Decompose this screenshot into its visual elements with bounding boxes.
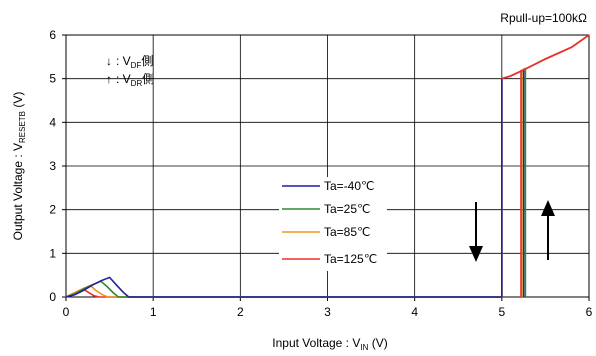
y-axis-title: Output Voltage : VRESETB (V) xyxy=(11,92,27,241)
y-tick-label: 4 xyxy=(49,115,56,129)
falling-direction-label: ↓: VDF側 xyxy=(106,54,153,70)
axis-ticks: 0 1 2 3 4 5 6 0 1 2 3 4 5 6 xyxy=(49,28,592,319)
x-tick-label: 3 xyxy=(324,305,331,319)
legend-item-2: Ta=25℃ xyxy=(282,202,371,216)
rising-direction-label: ↑: VDR側 xyxy=(106,72,154,88)
x-tick-label: 1 xyxy=(150,305,157,319)
x-tick-label: 0 xyxy=(63,305,70,319)
legend-item-1: Ta=-40℃ xyxy=(282,179,375,193)
y-tick-label: 6 xyxy=(49,28,56,42)
y-tick-label: 3 xyxy=(49,159,56,173)
series-line-1 xyxy=(65,78,503,298)
y-tick-label: 0 xyxy=(49,290,56,304)
y-tick-label: 1 xyxy=(49,246,56,260)
legend-label-4: Ta=125℃ xyxy=(324,252,377,266)
x-tick-label: 6 xyxy=(586,305,593,319)
condition-note: Rpull-up=100kΩ xyxy=(500,11,587,25)
legend-item-3: Ta=85℃ xyxy=(282,225,371,239)
rising-arrow xyxy=(541,200,555,260)
y-tick-label: 2 xyxy=(49,203,56,217)
falling-arrow xyxy=(469,202,483,262)
x-axis-title: Input Voltage : VIN (V) xyxy=(272,336,387,352)
x-tick-label: 4 xyxy=(411,305,418,319)
legend-label-3: Ta=85℃ xyxy=(324,225,371,239)
output-high-curve xyxy=(501,34,590,80)
legend-label-2: Ta=25℃ xyxy=(324,202,371,216)
direction-legend: ↓: VDF側 ↑: VDR側 xyxy=(106,54,154,88)
x-tick-label: 2 xyxy=(237,305,244,319)
legend-box xyxy=(279,177,387,271)
y-tick-label: 5 xyxy=(49,72,56,86)
x-tick-label: 5 xyxy=(498,305,505,319)
legend-item-4: Ta=125℃ xyxy=(282,252,377,266)
legend-label-1: Ta=-40℃ xyxy=(324,179,375,193)
series-group xyxy=(65,34,590,298)
legend: Ta=-40℃ Ta=25℃ Ta=85℃ Ta=125℃ xyxy=(279,177,387,271)
